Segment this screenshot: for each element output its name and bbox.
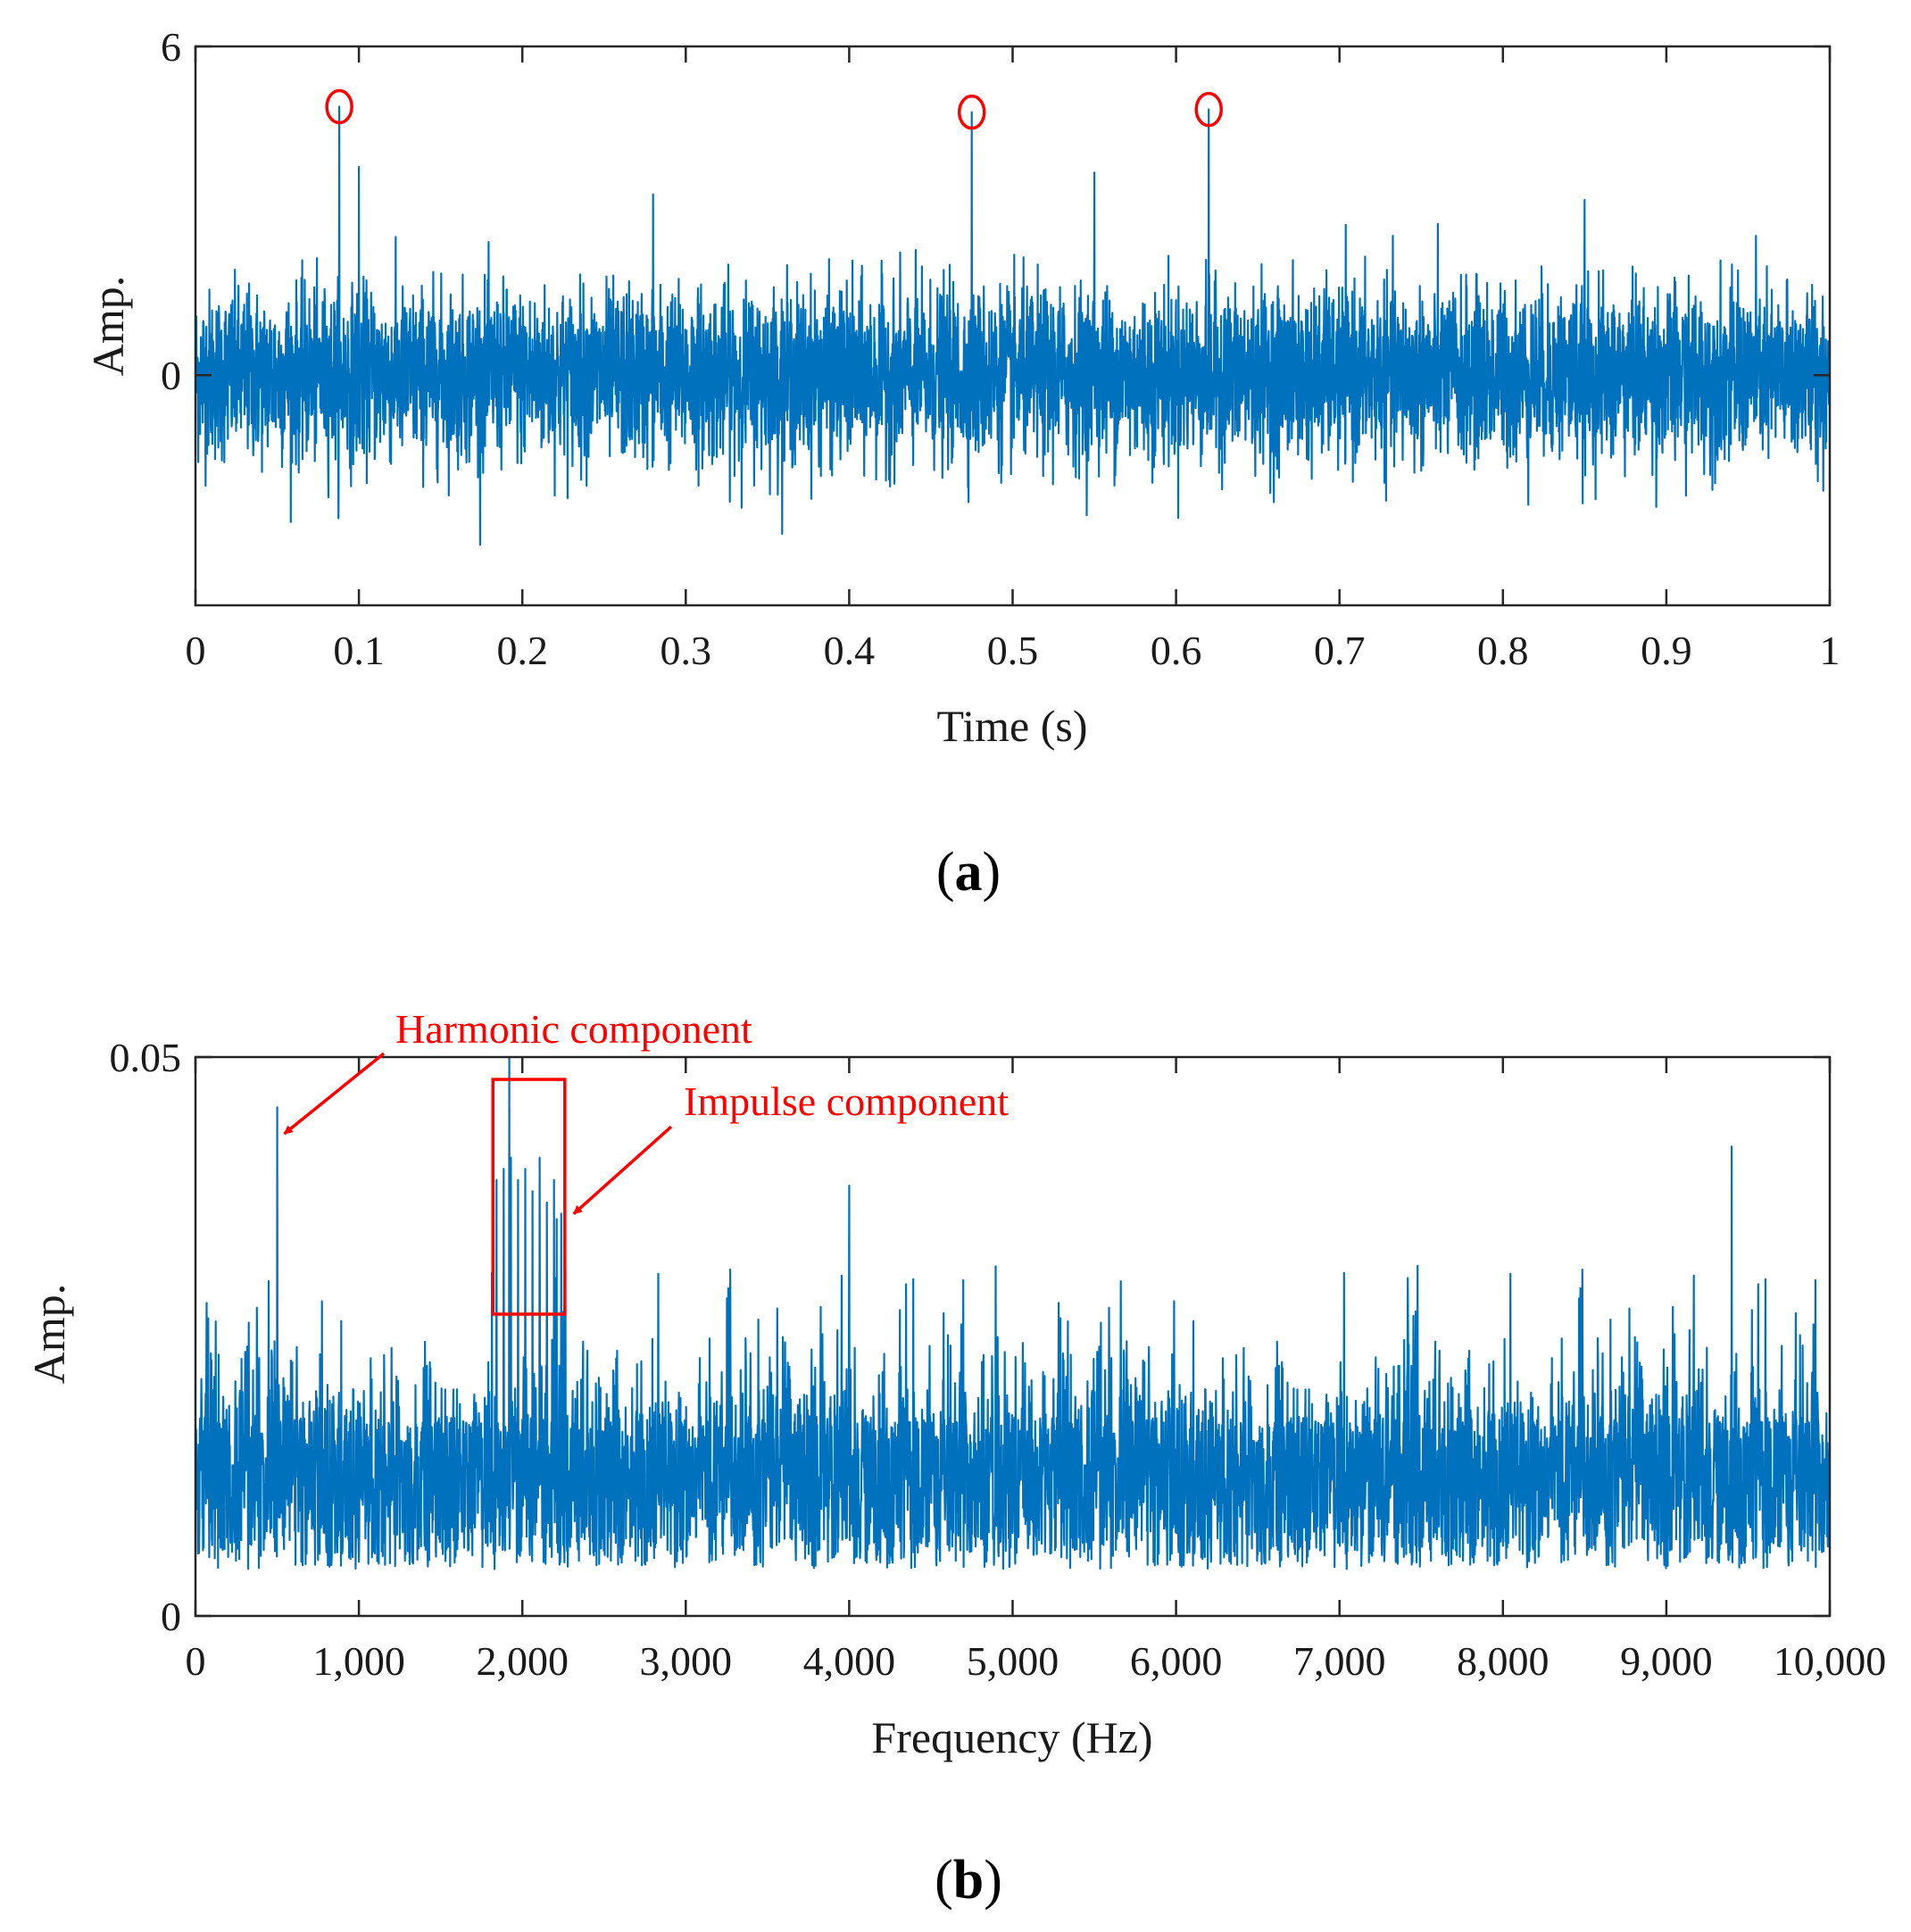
svg-text:(a): (a) <box>936 842 1001 903</box>
b-panel-label: (b) <box>935 1850 1002 1911</box>
b-x-tick-label: 5,000 <box>967 1638 1059 1684</box>
a-x-tick-label: 0.3 <box>661 628 712 673</box>
a-panel-label: (a) <box>936 842 1001 903</box>
b-x-ticks: 0 1,000 2,000 3,000 4,000 5,000 6,000 7,000 8,00… <box>186 1057 1887 1684</box>
b-spectrum-series <box>195 1057 1830 1570</box>
a-x-tick-label: 0.2 <box>496 628 548 673</box>
b-x-tick-label: 10,000 <box>1774 1638 1887 1684</box>
chart-b: 0 1,000 2,000 3,000 4,000 5,000 6,000 7,000 8,00… <box>24 1006 1886 1911</box>
a-x-tick-label: 0.6 <box>1151 628 1202 673</box>
b-x-axis-label: Frequency (Hz) <box>871 1712 1152 1762</box>
a-peak-markers <box>325 88 1223 130</box>
b-y-ticks: 00.05 <box>110 1035 1830 1639</box>
svg-text:(b): (b) <box>935 1850 1002 1911</box>
a-panel-letter: a <box>955 842 983 903</box>
impulse-band-box <box>491 1078 567 1316</box>
a-x-tick-label: 0.7 <box>1314 628 1366 673</box>
b-x-tick-label: 8,000 <box>1457 1638 1550 1684</box>
a-x-tick-label: 0 <box>186 628 206 673</box>
a-x-tick-label: 0.8 <box>1477 628 1529 673</box>
a-y-axis-label: Amp. <box>83 276 133 377</box>
a-x-axis-label: Time (s) <box>936 701 1087 751</box>
b-x-tick-label: 9,000 <box>1620 1638 1713 1684</box>
harmonic-label: Harmonic component <box>395 1006 752 1052</box>
b-annotations: Harmonic component Impulse component <box>283 1006 1009 1215</box>
a-x-tick-label: 0.4 <box>824 628 876 673</box>
a-peak-marker <box>325 88 353 125</box>
harmonic-arrow <box>283 1052 386 1136</box>
chart-a: 0 0.1 0.2 0.3 0.4 0.5 0.6 0.7 0.8 0.9 1 06 Time (s… <box>83 24 1840 903</box>
b-y-axis-label: Amp. <box>24 1284 74 1385</box>
a-x-ticks: 0 0.1 0.2 0.3 0.4 0.5 0.6 0.7 0.8 0.9 1 <box>186 46 1840 673</box>
b-spectrum-line <box>195 1057 1830 1570</box>
b-x-tick-label: 1,000 <box>312 1638 405 1684</box>
b-x-tick-label: 0 <box>186 1638 206 1684</box>
b-y-tick-label: 0 <box>161 1594 181 1639</box>
b-x-tick-label: 2,000 <box>476 1638 569 1684</box>
b-x-tick-label: 3,000 <box>640 1638 733 1684</box>
a-x-tick-label: 1 <box>1820 628 1840 673</box>
a-signal-series <box>195 105 1830 546</box>
a-x-tick-label: 0.5 <box>987 628 1039 673</box>
b-x-tick-label: 7,000 <box>1293 1638 1386 1684</box>
b-x-tick-label: 6,000 <box>1130 1638 1223 1684</box>
b-panel-letter: b <box>953 1850 984 1911</box>
impulse-arrow <box>572 1125 673 1215</box>
a-peak-marker <box>957 94 986 130</box>
a-signal-line <box>195 105 1830 546</box>
a-x-tick-label: 0.9 <box>1641 628 1692 673</box>
a-peak-marker <box>1194 91 1223 128</box>
b-y-tick-label: 0.05 <box>110 1035 182 1080</box>
a-x-tick-label: 0.1 <box>333 628 385 673</box>
a-y-ticks: 06 <box>161 24 1830 398</box>
b-x-tick-label: 4,000 <box>803 1638 896 1684</box>
a-y-tick-label: 6 <box>161 24 181 70</box>
impulse-label: Impulse component <box>684 1078 1009 1124</box>
a-y-tick-label: 0 <box>161 353 181 398</box>
